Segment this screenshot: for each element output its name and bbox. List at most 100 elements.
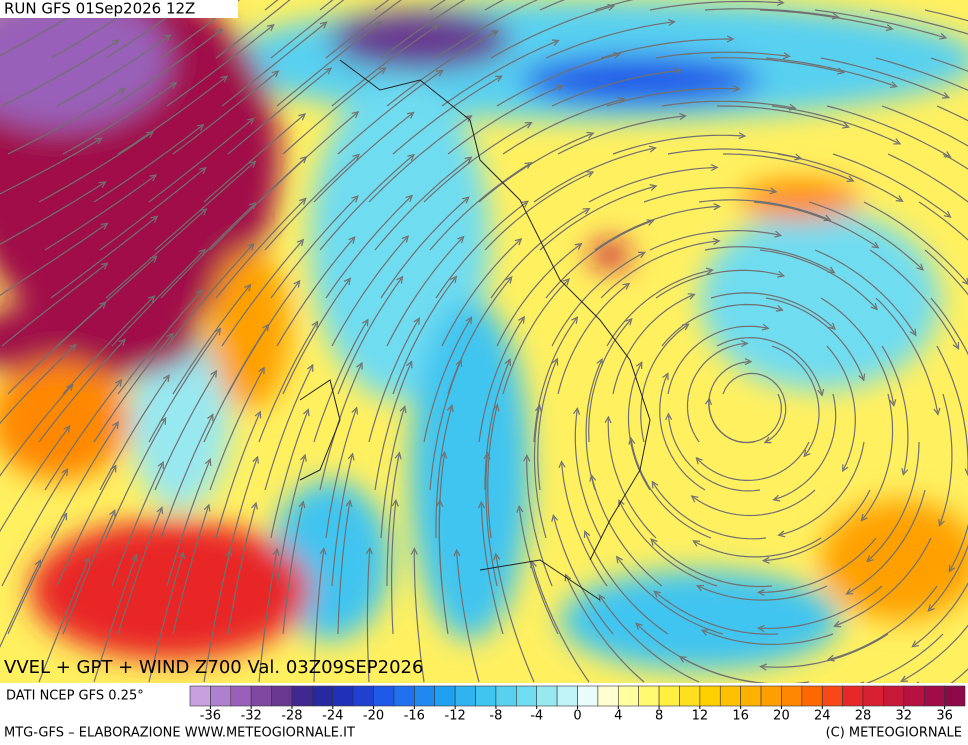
arrowhead [667,18,676,26]
streamline [753,201,878,248]
color-swatch [454,685,476,707]
color-swatch [516,685,538,707]
arrowhead [491,30,499,37]
color-swatch [760,685,782,707]
streamline [166,25,273,107]
streamline [478,318,524,443]
streamline [771,105,899,144]
streamline [331,25,438,107]
arrowhead [817,388,825,397]
tick-label: 0 [573,709,581,724]
arrowhead [841,121,850,129]
arrowhead [351,195,359,203]
arrowhead [296,238,305,247]
arrowhead [690,495,699,503]
arrowhead [885,24,894,32]
color-swatch [210,685,232,707]
streamline [881,105,968,147]
arrowhead [150,215,159,223]
arrowhead [740,340,749,348]
arrowhead [465,316,473,325]
arrowhead [551,513,559,522]
streamline [282,68,385,155]
arrowhead [258,366,265,375]
streamline [423,123,530,203]
arrowhead [196,123,205,131]
arrowhead [653,590,661,598]
streamline [780,441,865,536]
arrowhead [66,383,74,392]
arrowhead [149,174,158,182]
arrowhead [300,453,307,462]
arrowhead [457,235,465,244]
arrowhead [374,21,383,29]
arrowhead [622,282,631,290]
arrowhead [638,251,646,259]
colorbar: -36 -32 -28 -24 -20 -16 -12 -8 -4 0 4 8 12 16 20 24 28 32… [189,685,966,724]
streamline [862,393,894,520]
arrowhead [492,403,500,412]
arrowhead [916,263,924,271]
arrowhead [111,39,120,47]
streamline [762,633,889,668]
arrowhead [98,181,107,189]
arrowhead [524,122,533,129]
arrowhead [516,505,524,513]
streamline [936,105,968,122]
arrowhead [943,151,952,158]
streamline [331,455,353,587]
streamline [1,263,107,347]
streamline [258,112,358,203]
arrowhead [842,464,849,473]
streamline [111,30,221,107]
arrowhead [157,460,164,469]
color-swatch [434,685,456,707]
streamline [435,0,539,59]
streamline [105,209,206,299]
streamline [215,0,291,59]
streamline [117,509,162,635]
arrowhead [761,556,770,564]
arrowhead [406,111,415,119]
streamline [203,552,231,683]
streamline [526,457,553,587]
streamline [661,303,781,347]
streamline [227,69,330,155]
color-swatch [923,685,945,707]
tick-label: 4 [614,709,622,724]
streamline [366,550,371,683]
streamline [612,294,693,395]
streamline [172,71,278,155]
color-swatch [536,685,558,707]
arrowhead [938,518,945,527]
tick-label: -36 [200,709,221,724]
arrowhead [504,358,511,366]
streamline [924,249,968,296]
arrowhead [738,132,747,140]
arrowhead [556,84,564,92]
arrowhead [831,12,840,20]
arrowhead [324,67,332,75]
streamline [643,187,775,203]
streamline [62,511,115,635]
arrowhead [406,360,413,369]
streamline [924,9,968,22]
arrowhead [271,70,280,78]
streamline [62,83,175,155]
footer-right: (C) METEOGIORNALE [826,726,962,741]
streamline [313,113,413,203]
arrowhead [405,194,414,203]
streamline [0,182,105,246]
arrowhead [895,195,904,202]
arrowhead [558,460,566,469]
streamline [270,0,345,59]
color-swatch [291,685,313,707]
streamline [686,342,746,443]
arrowhead [343,277,351,286]
color-swatch [373,685,395,707]
arrowhead [615,555,623,564]
arrowhead [524,162,533,169]
streamline [640,324,688,443]
